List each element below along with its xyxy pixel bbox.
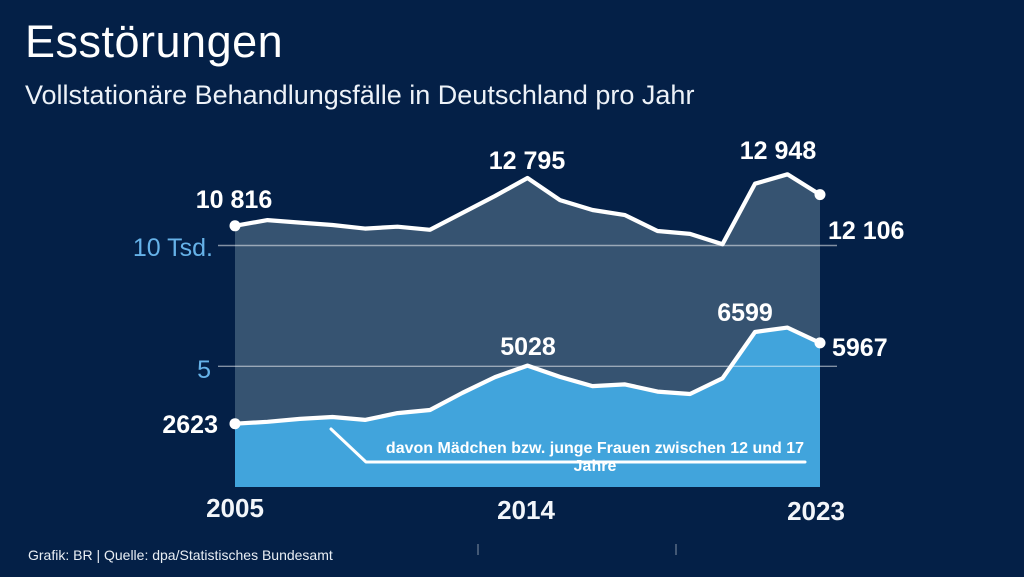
source-credit: Grafik: BR | Quelle: dpa/Statistisches B… bbox=[28, 547, 333, 563]
annotation-label: davon Mädchen bzw. junge Frauen zwischen… bbox=[385, 440, 805, 475]
annotation-leader-line bbox=[329, 427, 807, 464]
endpoint-dot bbox=[229, 220, 241, 232]
x-axis-label-2014: 2014 bbox=[497, 495, 555, 525]
value-label-girls-2014: 5028 bbox=[500, 333, 556, 361]
value-label-total-2005: 10 816 bbox=[195, 186, 273, 214]
value-label-total-2022: 12 948 bbox=[739, 137, 817, 165]
endpoint-dot bbox=[814, 189, 826, 201]
girls-cases-line bbox=[232, 325, 823, 426]
page-subtitle: Vollstationäre Behandlungsfälle in Deuts… bbox=[25, 80, 695, 110]
total-cases-line bbox=[232, 172, 823, 247]
x-axis-label-2005: 2005 bbox=[206, 493, 264, 523]
endpoint-dot bbox=[814, 337, 826, 349]
y-axis-label-10tsd: 10 Tsd. bbox=[132, 234, 213, 262]
x-axis-label-2023: 2023 bbox=[787, 496, 845, 526]
endpoint-dot bbox=[229, 418, 241, 430]
girls-cases-area bbox=[235, 327, 820, 487]
value-label-total-2014: 12 795 bbox=[488, 147, 566, 175]
value-label-girls-2023: 5967 bbox=[832, 334, 888, 362]
value-label-total-2023: 12 106 bbox=[828, 217, 905, 245]
page-title: Esstörungen bbox=[25, 16, 284, 67]
value-label-girls-2005: 2623 bbox=[162, 411, 218, 439]
y-axis-label-5tsd: 5 bbox=[197, 356, 211, 384]
value-label-girls-2022: 6599 bbox=[717, 299, 773, 327]
